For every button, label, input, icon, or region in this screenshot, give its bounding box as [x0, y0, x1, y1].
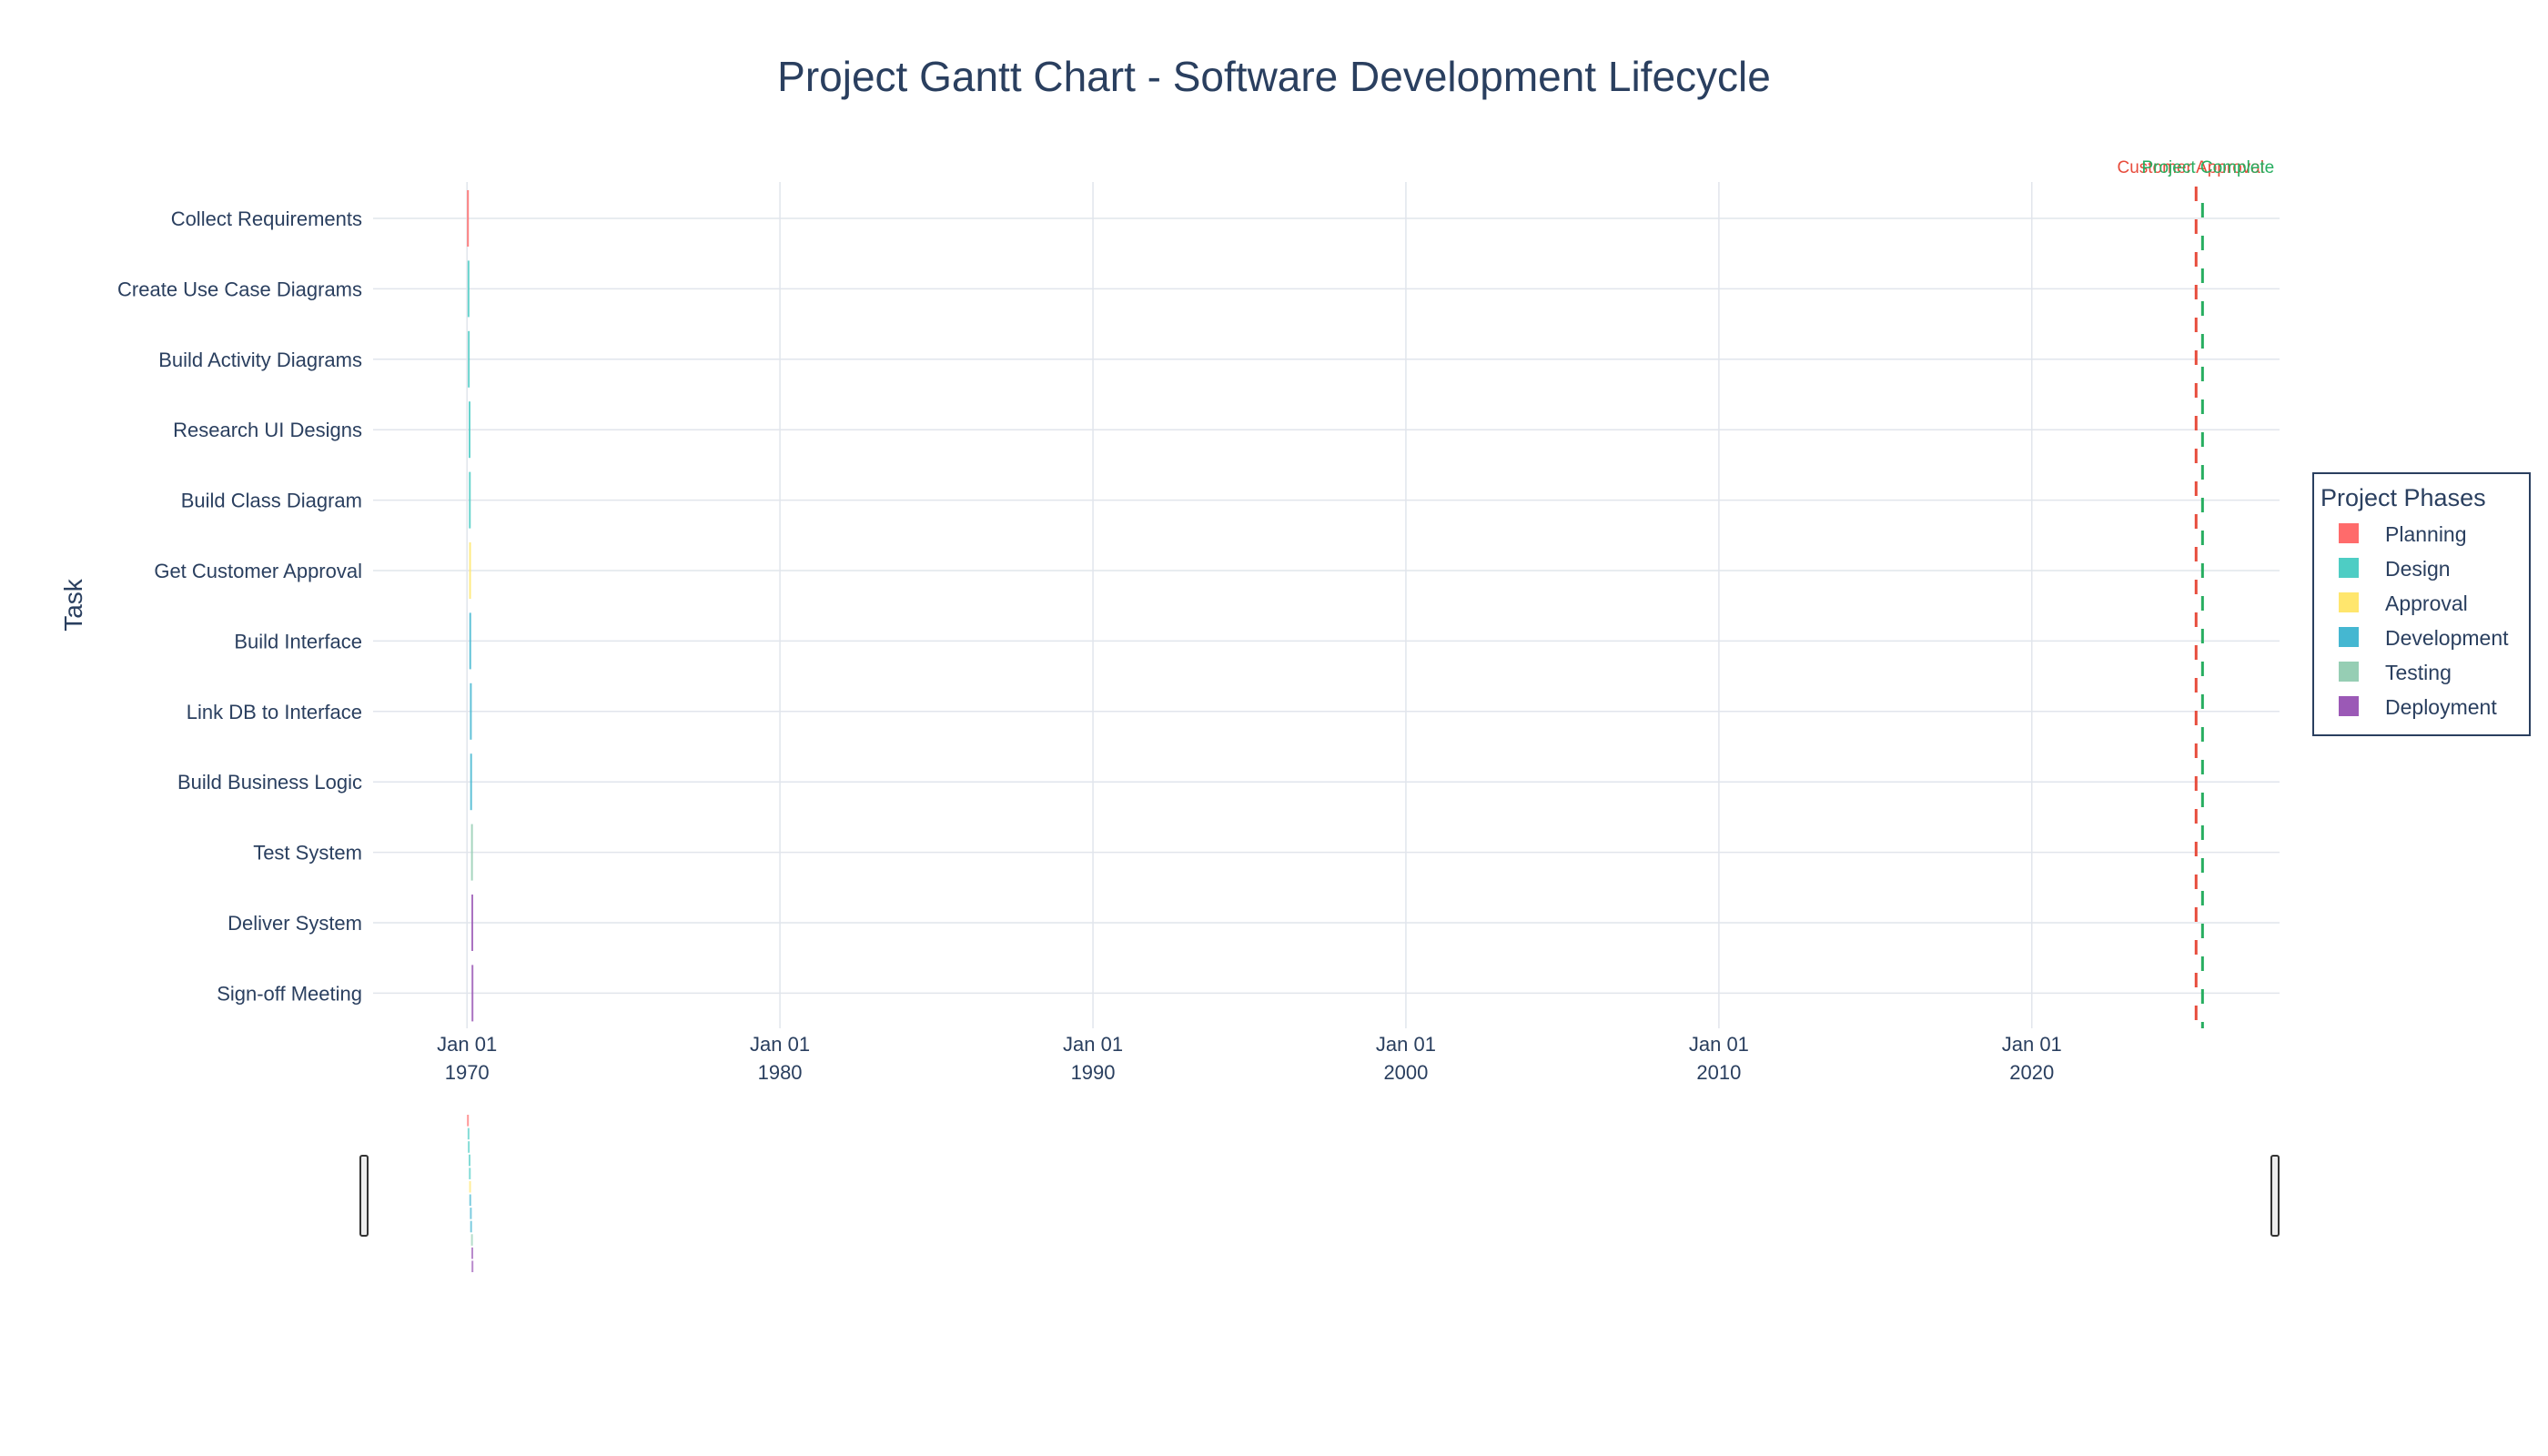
x-tick-label: Jan 01: [1376, 1033, 1436, 1056]
x-tick-labels: Jan 01 1970 Jan 01 1980 Jan 01 1990 Jan 01 2000…: [437, 1033, 2062, 1084]
milestone-label: Customer Approval: [2117, 158, 2264, 177]
task-label: Collect Requirements: [171, 207, 362, 230]
task-bar[interactable]: [469, 542, 471, 599]
task-label: Build Business Logic: [177, 771, 362, 794]
task-label: Get Customer Approval: [154, 560, 362, 582]
x-tick-label: 1980: [758, 1061, 803, 1084]
x-tick-label: 2020: [2009, 1061, 2054, 1084]
y-axis-label: Task: [59, 578, 87, 632]
task-bar[interactable]: [468, 401, 470, 459]
x-tick-label: Jan 01: [1063, 1033, 1123, 1056]
legend-swatch[interactable]: [2339, 523, 2359, 543]
milestone-label: Project Complete: [2141, 158, 2274, 177]
task-label: Link DB to Interface: [187, 701, 362, 723]
legend-swatch[interactable]: [2339, 662, 2359, 682]
task-label: Research UI Designs: [173, 419, 362, 441]
legend-item-label[interactable]: Approval: [2385, 592, 2468, 615]
task-label: Test System: [253, 842, 362, 864]
x-tick-label: 2000: [1383, 1061, 1428, 1084]
task-label: Create Use Case Diagrams: [117, 278, 362, 300]
slider-task-bar: [471, 1260, 474, 1272]
task-bar[interactable]: [470, 824, 473, 881]
task-label: Build Interface: [234, 630, 362, 652]
slider-task-bar: [469, 1194, 471, 1207]
slider-task-bar: [470, 1234, 473, 1246]
slider-task-bar: [470, 1220, 472, 1233]
slider-task-bar: [471, 1247, 474, 1259]
legend-item-label[interactable]: Planning: [2385, 522, 2467, 546]
task-label: Build Class Diagram: [181, 490, 362, 512]
task-bar[interactable]: [471, 965, 474, 1022]
range-slider-left-handle[interactable]: [359, 1155, 369, 1237]
legend-swatch[interactable]: [2339, 696, 2359, 716]
x-tick-label: Jan 01: [437, 1033, 497, 1056]
slider-task-bar: [468, 1141, 470, 1153]
legend-title: Project Phases: [2320, 484, 2486, 511]
slider-task-bar: [467, 1115, 470, 1127]
task-label: Sign-off Meeting: [217, 982, 362, 1005]
task-label: Build Activity Diagrams: [158, 349, 362, 371]
legend-swatch[interactable]: [2339, 592, 2359, 612]
grid-layer: [373, 182, 2280, 1028]
x-tick-label: 1990: [1071, 1061, 1116, 1084]
task-bar[interactable]: [471, 895, 474, 951]
slider-task-bar: [468, 1154, 470, 1167]
x-tick-label: Jan 01: [2002, 1033, 2062, 1056]
legend-swatch[interactable]: [2339, 627, 2359, 647]
slider-task-bar: [467, 1127, 470, 1140]
legend-swatch[interactable]: [2339, 558, 2359, 578]
slider-task-bar: [470, 1208, 472, 1219]
legend-item-label[interactable]: Deployment: [2385, 695, 2497, 719]
legend-item-label[interactable]: Testing: [2385, 661, 2452, 684]
task-bar[interactable]: [467, 260, 470, 318]
legend-item-label[interactable]: Design: [2385, 557, 2451, 581]
range-slider[interactable]: [359, 1115, 2280, 1272]
slider-task-bar: [469, 1180, 471, 1193]
x-tick-label: Jan 01: [1689, 1033, 1749, 1056]
task-label: Deliver System: [228, 912, 362, 935]
x-tick-label: 1970: [445, 1061, 490, 1084]
task-bar[interactable]: [469, 471, 471, 529]
bars-layer: [467, 190, 474, 1022]
task-bar[interactable]: [468, 330, 470, 388]
x-tick-label: 2010: [1696, 1061, 1741, 1084]
y-tick-labels: Collect Requirements Create Use Case Diag…: [117, 207, 362, 1005]
range-slider-right-handle[interactable]: [2270, 1155, 2280, 1237]
task-bar[interactable]: [470, 682, 472, 740]
chart-title: Project Gantt Chart - Software Developme…: [777, 53, 1771, 100]
task-bar[interactable]: [469, 612, 471, 670]
slider-task-bar: [469, 1168, 471, 1179]
task-bar[interactable]: [470, 753, 472, 811]
task-bar[interactable]: [467, 190, 470, 247]
x-tick-label: Jan 01: [750, 1033, 810, 1056]
legend-item-label[interactable]: Development: [2385, 626, 2509, 650]
legend[interactable]: Project Phases Planning Design Approval Deve…: [2312, 472, 2531, 736]
